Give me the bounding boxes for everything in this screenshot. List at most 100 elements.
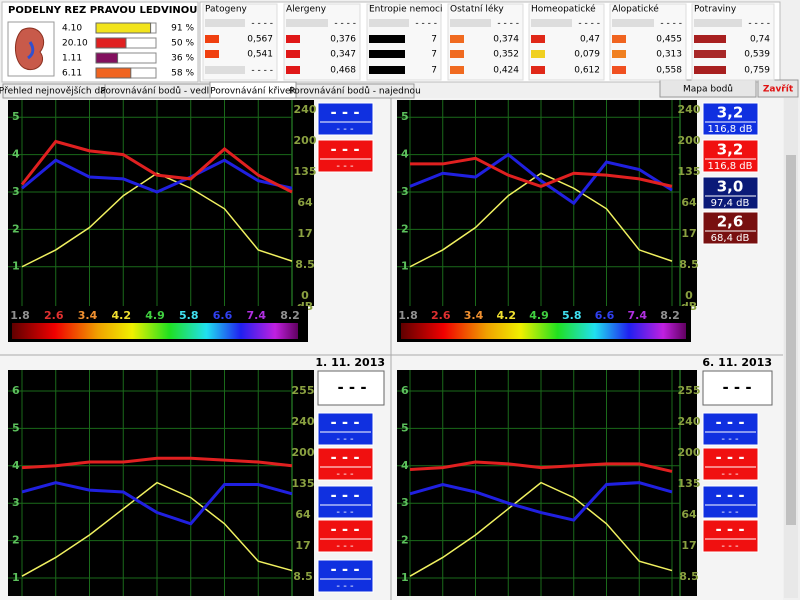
value-box — [317, 447, 374, 481]
scrollbar-thumb[interactable] — [786, 155, 796, 525]
panel-title: Potraviny — [694, 5, 737, 15]
y2-tick-label: 135 — [294, 165, 317, 178]
y-tick-label: 4 — [401, 148, 409, 161]
value-box — [317, 139, 374, 173]
value-box — [702, 447, 759, 481]
panel-value: 0,612 — [574, 66, 600, 76]
panel-bar — [612, 35, 626, 43]
y-tick-label: 4 — [12, 459, 20, 472]
x-tick-label: 3.4 — [78, 309, 98, 322]
tab[interactable] — [295, 83, 415, 99]
y-tick-label: 3 — [401, 185, 409, 198]
y-tick-label: 4 — [401, 459, 409, 472]
panel-value: 7 — [431, 66, 437, 76]
value-box-sub: - - - — [336, 434, 354, 445]
y-tick-label: 2 — [12, 534, 20, 547]
x-tick-label: 6.6 — [595, 309, 615, 322]
y-tick-label: 1 — [401, 260, 409, 273]
panel-value: 0,313 — [656, 50, 682, 60]
y2-tick-label: 240 — [292, 415, 315, 428]
x-tick-label: 8.2 — [660, 309, 680, 322]
panel-value: 0,541 — [247, 50, 273, 60]
y2-tick-label: 64 — [297, 196, 313, 209]
curve — [21, 456, 293, 470]
close-button[interactable] — [757, 79, 799, 98]
value-box-main: - - - — [330, 521, 359, 539]
panel-bar — [369, 50, 405, 58]
panel-value: - - - - — [415, 19, 437, 29]
value-box — [317, 102, 374, 136]
value-box-main: - - - — [715, 487, 744, 505]
value-box-sub: 68,4 dB — [711, 233, 750, 244]
y-tick-label: 5 — [12, 421, 20, 434]
value-box-sub: - - - — [721, 541, 739, 552]
x-tick-label: 1.8 — [398, 309, 418, 322]
panel-bar — [286, 19, 328, 27]
map-button-label[interactable]: Mapa bodů — [683, 84, 733, 95]
curve — [410, 156, 673, 188]
panel-title: Alopatické — [612, 4, 659, 15]
value-box-main: - - - — [715, 521, 744, 539]
panel-bar — [286, 66, 300, 74]
y-tick-label: 4 — [12, 148, 20, 161]
value-box — [702, 412, 759, 446]
panel-bar — [612, 19, 654, 27]
x-tick-label: 3.4 — [464, 309, 484, 322]
panel-title: Entropie nemoci — [369, 5, 443, 15]
y-tick-label: 5 — [401, 421, 409, 434]
x-tick-label: 5.8 — [562, 309, 582, 322]
value-box — [702, 485, 759, 519]
panel-bar — [450, 35, 464, 43]
panel-bar — [531, 19, 572, 27]
row-percent: 50 % — [171, 39, 194, 49]
y-tick-label: 2 — [12, 222, 20, 235]
row-percent: 36 % — [171, 54, 194, 64]
panel-value: - - - - — [660, 19, 682, 29]
panel-value: - - - - — [251, 19, 273, 29]
tab-label[interactable]: Porovnávání křivek — [210, 87, 296, 97]
panel-bar — [531, 66, 545, 74]
y-tick-label: 2 — [401, 222, 409, 235]
panel-value: 0,539 — [744, 50, 770, 60]
panel-bar — [450, 66, 464, 74]
panel-bar — [612, 50, 626, 58]
value-box-main: 3,0 — [717, 178, 744, 196]
x-tick-label: 7.4 — [628, 309, 648, 322]
row-percent: 58 % — [171, 69, 194, 79]
value-box-main: 3,2 — [717, 104, 744, 122]
panel-value: 0,74 — [750, 35, 770, 45]
y-tick-label: 1 — [401, 571, 409, 584]
x-tick-label: 4.9 — [529, 309, 549, 322]
panel-bar — [531, 50, 545, 58]
row-bar — [95, 52, 119, 64]
x-tick-label: 4.2 — [497, 309, 517, 322]
y-tick-label: 3 — [12, 185, 20, 198]
row-percent: 91 % — [171, 24, 194, 34]
date-box — [317, 370, 385, 406]
y2-tick-label: 240 — [294, 103, 317, 116]
y-tick-label: 5 — [12, 110, 20, 123]
x-tick-label: 4.9 — [145, 309, 165, 322]
close-button-label[interactable]: Zavřít — [763, 85, 794, 95]
panel-bar — [369, 66, 405, 74]
x-tick-label: 2.6 — [431, 309, 451, 322]
panel-title: Patogeny — [205, 5, 248, 15]
panel-value: - - - - — [497, 19, 519, 29]
spectrum-bar — [12, 323, 298, 339]
tab-label[interactable]: Porovnávání bodů - vedle — [100, 86, 215, 97]
y-tick-label: 3 — [401, 496, 409, 509]
value-box-sub: 116,8 dB — [707, 124, 752, 135]
panel-bar — [612, 66, 626, 74]
tab-label[interactable]: Přehled nejnovějších dat — [0, 86, 110, 97]
value-box — [317, 485, 374, 519]
plot-background — [397, 370, 697, 596]
y2-tick-label: 200 — [678, 446, 701, 459]
panel-value: 0,47 — [580, 35, 600, 45]
y2-tick-label: 135 — [292, 477, 315, 490]
value-box-main: - - - — [330, 414, 359, 432]
y2-tick-label: 8.5 — [293, 570, 313, 583]
tab-label[interactable]: Porovnávání bodů - najednou — [289, 86, 421, 97]
date-box-text: - - - — [337, 379, 366, 397]
y2-tick-label: 200 — [292, 446, 315, 459]
